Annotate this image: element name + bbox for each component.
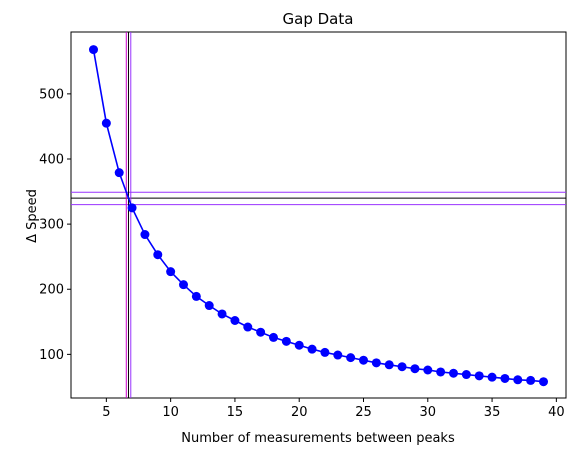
data-point	[359, 355, 368, 365]
data-point	[320, 347, 330, 357]
data-point	[474, 371, 484, 381]
data-point	[89, 45, 98, 55]
y-axis-label: Δ Speed	[25, 189, 40, 243]
x-tick-label: 15	[227, 405, 244, 420]
y-tick-label: 500	[39, 87, 64, 102]
data-point	[487, 372, 497, 382]
data-point	[461, 370, 471, 380]
y-tick-label: 300	[39, 218, 64, 233]
x-axis: 5 10 15 20 25 30 35 40	[102, 398, 565, 420]
data-point	[217, 309, 227, 319]
data-point	[371, 358, 381, 368]
data-point	[449, 368, 458, 378]
data-point	[333, 350, 343, 360]
data-point	[436, 367, 446, 377]
data-point	[526, 375, 536, 385]
data-point	[384, 360, 394, 370]
chart-title: Gap Data	[283, 10, 354, 28]
plot-area	[70, 31, 567, 399]
x-tick-label: 35	[484, 405, 501, 420]
data-point	[230, 316, 240, 326]
data-point	[500, 373, 510, 383]
series-line	[92, 49, 544, 383]
data-point	[397, 362, 407, 372]
x-tick-label: 30	[420, 405, 437, 420]
data-point	[269, 332, 278, 342]
data-point	[243, 322, 253, 332]
data-point	[423, 365, 433, 375]
x-tick-label: 5	[102, 405, 110, 420]
data-point	[281, 336, 291, 346]
data-point	[539, 377, 548, 387]
data-point	[307, 344, 317, 354]
y-tick-label: 200	[39, 283, 64, 298]
data-point	[101, 118, 111, 128]
data-point	[204, 301, 214, 311]
data-point	[166, 267, 176, 277]
x-tick-label: 40	[548, 405, 565, 420]
data-point	[346, 353, 356, 363]
data-point	[127, 203, 137, 213]
x-tick-label: 25	[355, 405, 372, 420]
data-point	[140, 230, 150, 240]
data-point	[513, 375, 523, 385]
reference-lines	[71, 32, 566, 398]
y-tick-label: 100	[39, 348, 64, 363]
data-point	[153, 250, 163, 260]
x-tick-label: 20	[291, 405, 308, 420]
x-axis-label: Number of measurements between peaks	[181, 431, 455, 446]
y-tick-label: 400	[39, 152, 64, 167]
series-layer	[89, 45, 548, 387]
data-point	[410, 364, 420, 374]
data-point	[179, 280, 188, 290]
data-point	[191, 291, 201, 301]
data-point	[294, 340, 304, 350]
x-tick-label: 10	[162, 405, 179, 420]
data-point	[114, 168, 124, 178]
y-axis: 100 200 300 400 500	[39, 87, 71, 363]
data-point	[256, 327, 266, 337]
